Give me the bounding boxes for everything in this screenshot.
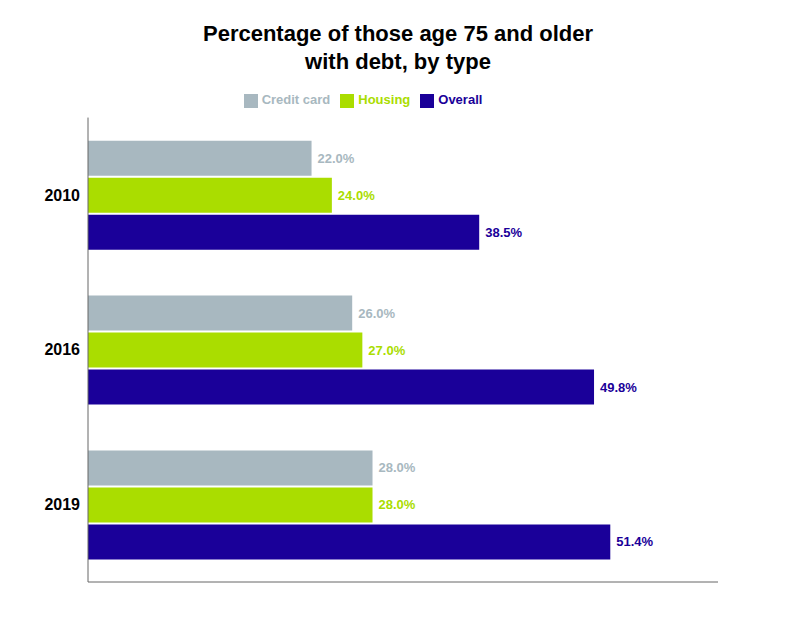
svg-text:51.4%: 51.4% xyxy=(616,534,653,549)
svg-text:28.0%: 28.0% xyxy=(379,497,416,512)
svg-text:2019: 2019 xyxy=(44,496,80,513)
html-text:Housing: Housing xyxy=(358,92,411,107)
html-text:Percentage of those age 75 and: Percentage of those age 75 and older xyxy=(203,21,593,46)
svg-text:24.0%: 24.0% xyxy=(338,188,375,203)
svg-text:49.8%: 49.8% xyxy=(600,380,637,395)
svg-text:28.0%: 28.0% xyxy=(379,460,416,475)
svg-text:2016: 2016 xyxy=(44,341,80,358)
html-text:Credit card: Credit card xyxy=(261,92,331,107)
svg-text:22.0%: 22.0% xyxy=(318,151,355,166)
html-text:with debt, by type: with debt, by type xyxy=(305,49,491,74)
html-text:Overall: Overall xyxy=(438,92,483,107)
svg-text:38.5%: 38.5% xyxy=(485,225,522,240)
svg-text:26.0%: 26.0% xyxy=(358,306,395,321)
svg-text:27.0%: 27.0% xyxy=(368,343,405,358)
svg-text:2010: 2010 xyxy=(44,187,80,204)
